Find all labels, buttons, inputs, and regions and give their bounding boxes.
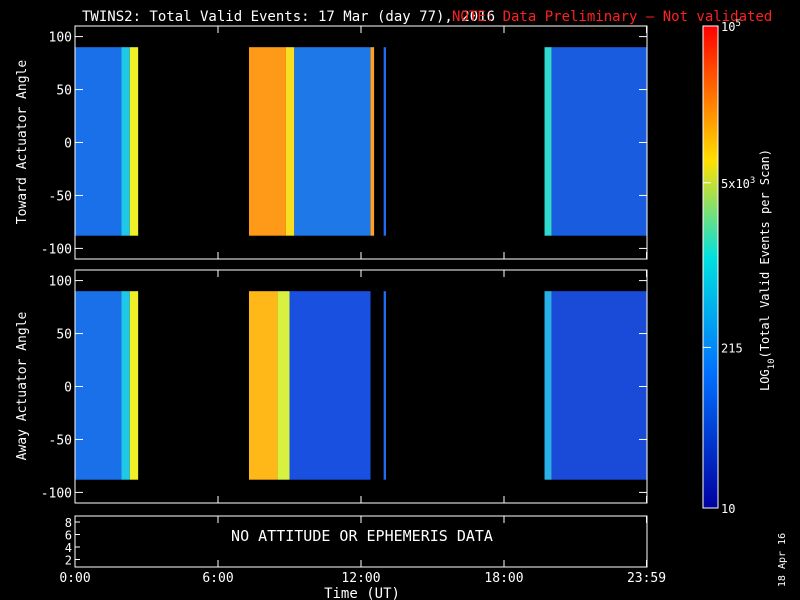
away-block-8	[551, 291, 647, 480]
away-ylabel: Away Actuator Angle	[15, 311, 30, 460]
toward-block-5	[294, 47, 371, 236]
no-data-message: NO ATTITUDE OR EPHEMERIS DATA	[231, 527, 493, 545]
away-ytick-label-1: 50	[56, 328, 72, 343]
away-ytick-label-3: -50	[49, 433, 72, 448]
away-block-6	[383, 291, 387, 480]
toward-ytick-label-1: 50	[56, 84, 72, 99]
toward-block-0	[75, 47, 122, 236]
toward-panel: 100 50 0 -50 -100	[41, 31, 647, 257]
toward-ytick-label-4: -100	[41, 242, 72, 257]
colorbar	[702, 25, 719, 509]
away-panel: 100 50 0 -50 -100	[41, 275, 647, 501]
ephemeris-ytick-label-1: 6	[65, 529, 72, 543]
away-block-1	[121, 291, 130, 480]
colorbar-tick-label-0: 105	[721, 19, 741, 34]
xtick-label-0: 0:00	[59, 571, 90, 586]
toward-block-8	[544, 47, 552, 236]
away-block-2	[129, 291, 139, 480]
toward-ylabel: Toward Actuator Angle	[15, 60, 30, 225]
away-block-4	[277, 291, 290, 480]
colorbar-tick-label-3: 10	[721, 502, 735, 516]
toward-ytick-label-2: 0	[64, 137, 72, 152]
chart-title: TWINS2: Total Valid Events: 17 Mar (day …	[82, 9, 495, 25]
away-block-3	[248, 291, 278, 480]
xtick-label-1: 6:00	[202, 571, 233, 586]
xtick-label-3: 18:00	[484, 571, 523, 586]
away-ytick-label-4: -100	[41, 486, 72, 501]
away-block-5	[289, 291, 371, 480]
away-block-0	[75, 291, 122, 480]
preliminary-note: NOTE: Data Preliminary — Not validated	[452, 9, 772, 25]
toward-block-1	[121, 47, 130, 236]
colorbar-label: LOG10(Total Valid Events per Scan)	[758, 149, 777, 391]
toward-block-9	[551, 47, 647, 236]
toward-block-7	[383, 47, 387, 236]
ephemeris-ytick-label-2: 4	[65, 541, 72, 555]
toward-block-6	[370, 47, 375, 236]
toward-ytick-label-0: 100	[49, 31, 72, 46]
ephemeris-ytick-label-0: 8	[65, 516, 72, 530]
away-ytick-label-0: 100	[49, 275, 72, 290]
toward-block-3	[248, 47, 286, 236]
toward-block-4	[285, 47, 295, 236]
time-axis: 0:00 6:00 12:00 18:00 23:59	[59, 26, 666, 586]
time-axis-label: Time (UT)	[324, 586, 400, 600]
away-ytick-label-2: 0	[64, 381, 72, 396]
toward-block-2	[129, 47, 139, 236]
colorbar-tick-label-2: 215	[721, 341, 743, 355]
ephemeris-ytick-label-3: 2	[65, 554, 72, 568]
toward-ytick-label-3: -50	[49, 189, 72, 204]
xtick-label-4: 23:59	[627, 571, 666, 586]
date-stamp: 18 Apr 16	[777, 533, 788, 587]
xtick-label-2: 12:00	[341, 571, 380, 586]
colorbar-tick-label-1: 5x103	[721, 176, 755, 191]
away-block-7	[544, 291, 552, 480]
colorbar-ticks: 105 5x103 215 10	[703, 19, 755, 516]
